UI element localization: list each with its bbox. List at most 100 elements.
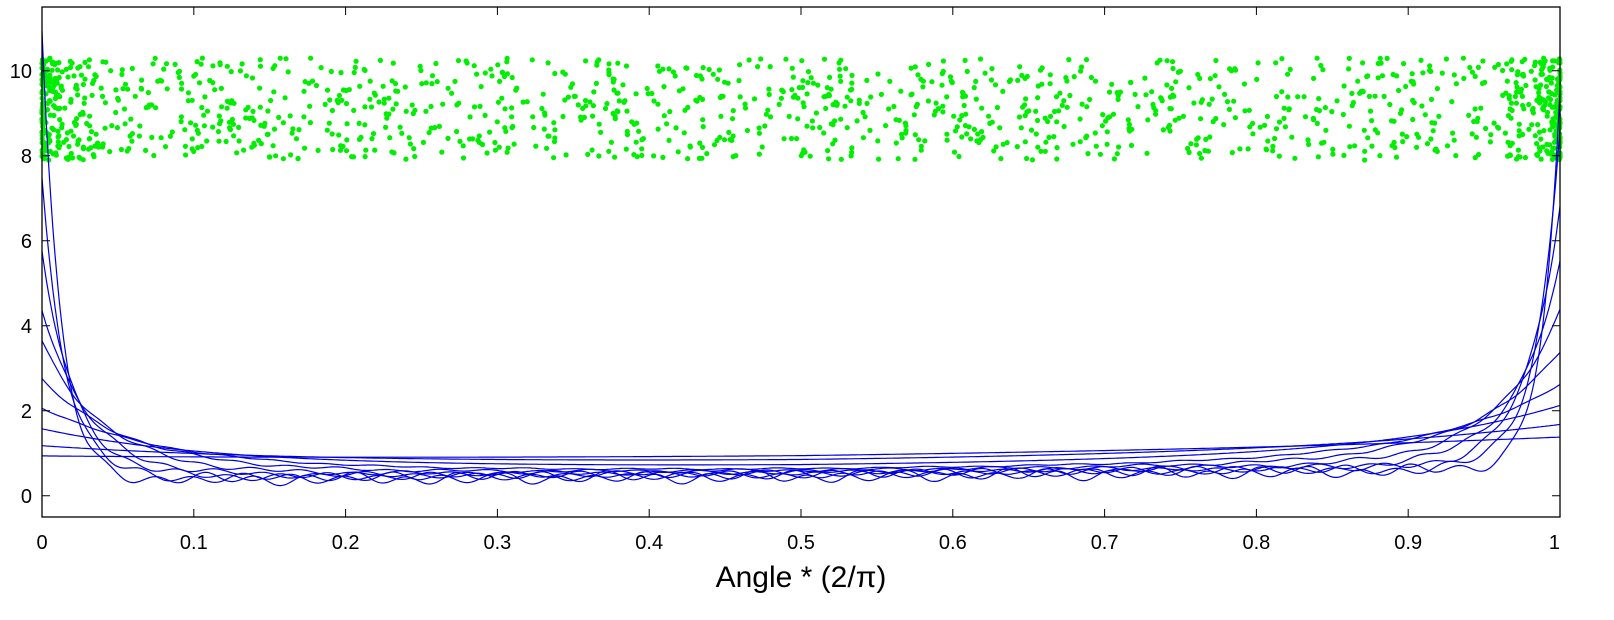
scatter-point — [189, 136, 195, 142]
scatter-point — [386, 111, 392, 117]
scatter-point — [1047, 72, 1053, 78]
scatter-point — [1488, 132, 1494, 138]
scatter-point — [1213, 115, 1219, 122]
scatter-point — [194, 59, 200, 65]
scatter-point — [1302, 114, 1309, 120]
scatter-point — [725, 80, 731, 86]
scatter-point — [433, 60, 439, 67]
scatter-point — [1167, 105, 1173, 112]
scatter-point — [1547, 142, 1553, 148]
scatter-point — [1503, 90, 1509, 96]
scatter-point — [193, 122, 199, 128]
scatter-point — [88, 129, 95, 135]
scatter-point — [107, 149, 113, 155]
curve-series — [41, 206, 1561, 482]
scatter-point — [1422, 112, 1428, 118]
scatter-point — [651, 98, 657, 104]
scatter-point — [1104, 141, 1110, 147]
scatter-point — [151, 152, 157, 159]
scatter-point — [1542, 99, 1548, 105]
scatter-point — [1555, 76, 1561, 82]
scatter-point — [1515, 147, 1521, 153]
scatter-point — [699, 144, 706, 150]
scatter-point — [860, 109, 866, 116]
scatter-point — [758, 56, 764, 62]
scatter-point — [504, 149, 510, 155]
scatter-point — [1396, 87, 1402, 94]
scatter-point — [212, 87, 218, 93]
scatter-point — [1547, 102, 1553, 108]
scatter-point — [272, 63, 278, 69]
scatter-point — [1286, 107, 1292, 113]
scatter-point — [1035, 95, 1041, 101]
scatter-point — [383, 124, 389, 130]
x-tick-label: 0 — [36, 532, 47, 554]
scatter-point — [1198, 116, 1204, 122]
scatter-point — [821, 56, 828, 62]
scatter-point — [1165, 124, 1171, 130]
scatter-point — [103, 59, 109, 65]
scatter-point — [344, 121, 350, 127]
scatter-point — [726, 129, 732, 135]
scatter-point — [1532, 133, 1538, 139]
scatter-point — [1033, 108, 1039, 114]
scatter-point — [185, 90, 192, 96]
scatter-point — [926, 61, 932, 67]
scatter-point — [1369, 143, 1375, 149]
scatter-point — [639, 152, 645, 158]
scatter-point — [1084, 133, 1090, 139]
scatter-point — [216, 138, 222, 144]
scatter-point — [236, 124, 242, 130]
scatter-point — [1322, 105, 1328, 111]
scatter-point — [1216, 84, 1222, 90]
scatter-point — [572, 93, 578, 99]
scatter-point — [1180, 113, 1186, 119]
scatter-point — [129, 138, 135, 144]
scatter-point — [666, 137, 672, 143]
scatter-point — [346, 87, 352, 93]
scatter-point — [439, 149, 445, 155]
scatter-point — [302, 145, 308, 151]
scatter-point — [545, 133, 551, 139]
scatter-point — [809, 118, 816, 124]
scatter-point — [436, 123, 442, 129]
curve-series — [41, 383, 1561, 471]
scatter-point — [137, 123, 143, 129]
scatter-point — [899, 131, 905, 137]
scatter-point — [794, 136, 800, 142]
scatter-point — [1439, 70, 1445, 76]
scatter-point — [795, 116, 801, 122]
y-tick-label: 2 — [21, 401, 32, 423]
scatter-point — [1550, 116, 1556, 122]
scatter-point — [80, 81, 86, 88]
curve-series — [42, 436, 1561, 458]
scatter-point — [1362, 148, 1368, 154]
scatter-point — [596, 57, 602, 63]
scatter-point — [675, 149, 681, 155]
scatter-point — [766, 91, 772, 98]
scatter-point — [1346, 66, 1352, 72]
scatter-point — [1387, 101, 1393, 108]
scatter-point — [578, 117, 584, 123]
scatter-point — [612, 154, 618, 160]
scatter-point — [1544, 148, 1550, 154]
scatter-point — [781, 136, 787, 142]
scatter-point — [920, 84, 926, 90]
scatter-point — [328, 68, 334, 75]
scatter-point — [1051, 108, 1058, 115]
scatter-point — [84, 120, 90, 127]
scatter-point — [1170, 92, 1176, 98]
scatter-point — [590, 113, 596, 119]
scatter-point — [309, 78, 316, 84]
scatter-point — [285, 69, 291, 75]
scatter-point — [482, 112, 488, 118]
scatter-point — [961, 102, 967, 109]
y-tick-label: 6 — [21, 231, 32, 253]
scatter-point — [67, 58, 73, 64]
scatter-point — [67, 64, 74, 71]
scatter-point — [1295, 94, 1301, 100]
scatter-point — [539, 105, 545, 112]
scatter-point — [265, 131, 271, 137]
scatter-point — [844, 94, 850, 100]
scatter-point — [384, 115, 390, 121]
